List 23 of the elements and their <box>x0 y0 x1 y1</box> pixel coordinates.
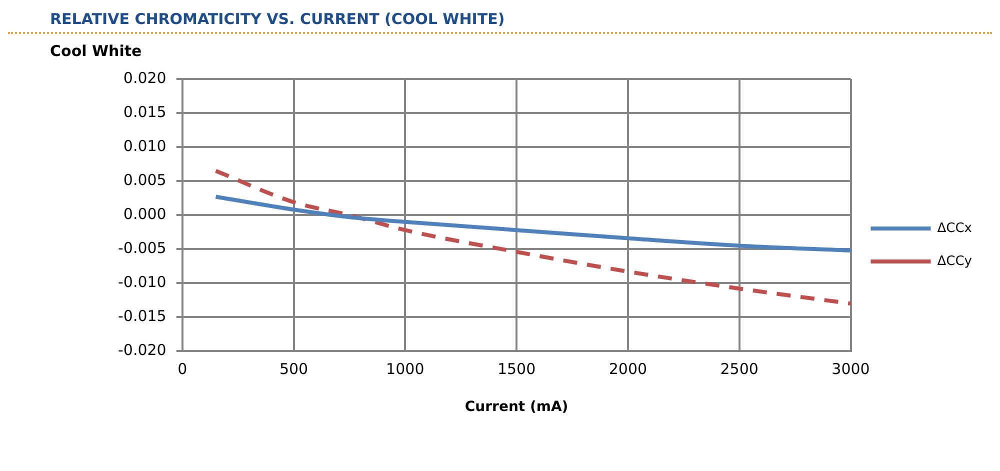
y-tick-label: 0.000 <box>123 204 166 223</box>
legend-label: ΔCCx <box>937 220 972 236</box>
x-tick-label: 3000 <box>832 360 870 378</box>
x-tick-label: 2000 <box>608 360 648 378</box>
x-tick-label: 1500 <box>497 360 536 378</box>
x-tick-label: 1000 <box>386 360 424 378</box>
legend-label: ΔCCy <box>937 254 972 269</box>
y-tick-label: 0.005 <box>123 170 166 189</box>
chart-title: RELATIVE CHROMATICITY VS. CURRENT (COOL WHITE) <box>8 8 992 34</box>
x-tick-label: 0 <box>178 360 188 378</box>
y-tick-label: -0.005 <box>118 239 166 258</box>
line-series <box>214 194 851 252</box>
x-tick-label: 2500 <box>720 360 758 378</box>
y-tick-label: -0.015 <box>118 307 166 326</box>
y-tick-label: -0.020 <box>118 341 166 360</box>
y-tick-label: -0.010 <box>118 273 166 292</box>
line-series <box>214 168 851 306</box>
x-tick-label: 500 <box>279 360 308 378</box>
y-tick-label: 0.015 <box>123 102 166 121</box>
y-tick-label: 0.010 <box>123 136 166 155</box>
x-axis-title: Current (mA) <box>464 399 568 416</box>
y-tick-label: 0.020 <box>123 68 166 87</box>
chart-subtitle: Cool White <box>49 41 143 60</box>
